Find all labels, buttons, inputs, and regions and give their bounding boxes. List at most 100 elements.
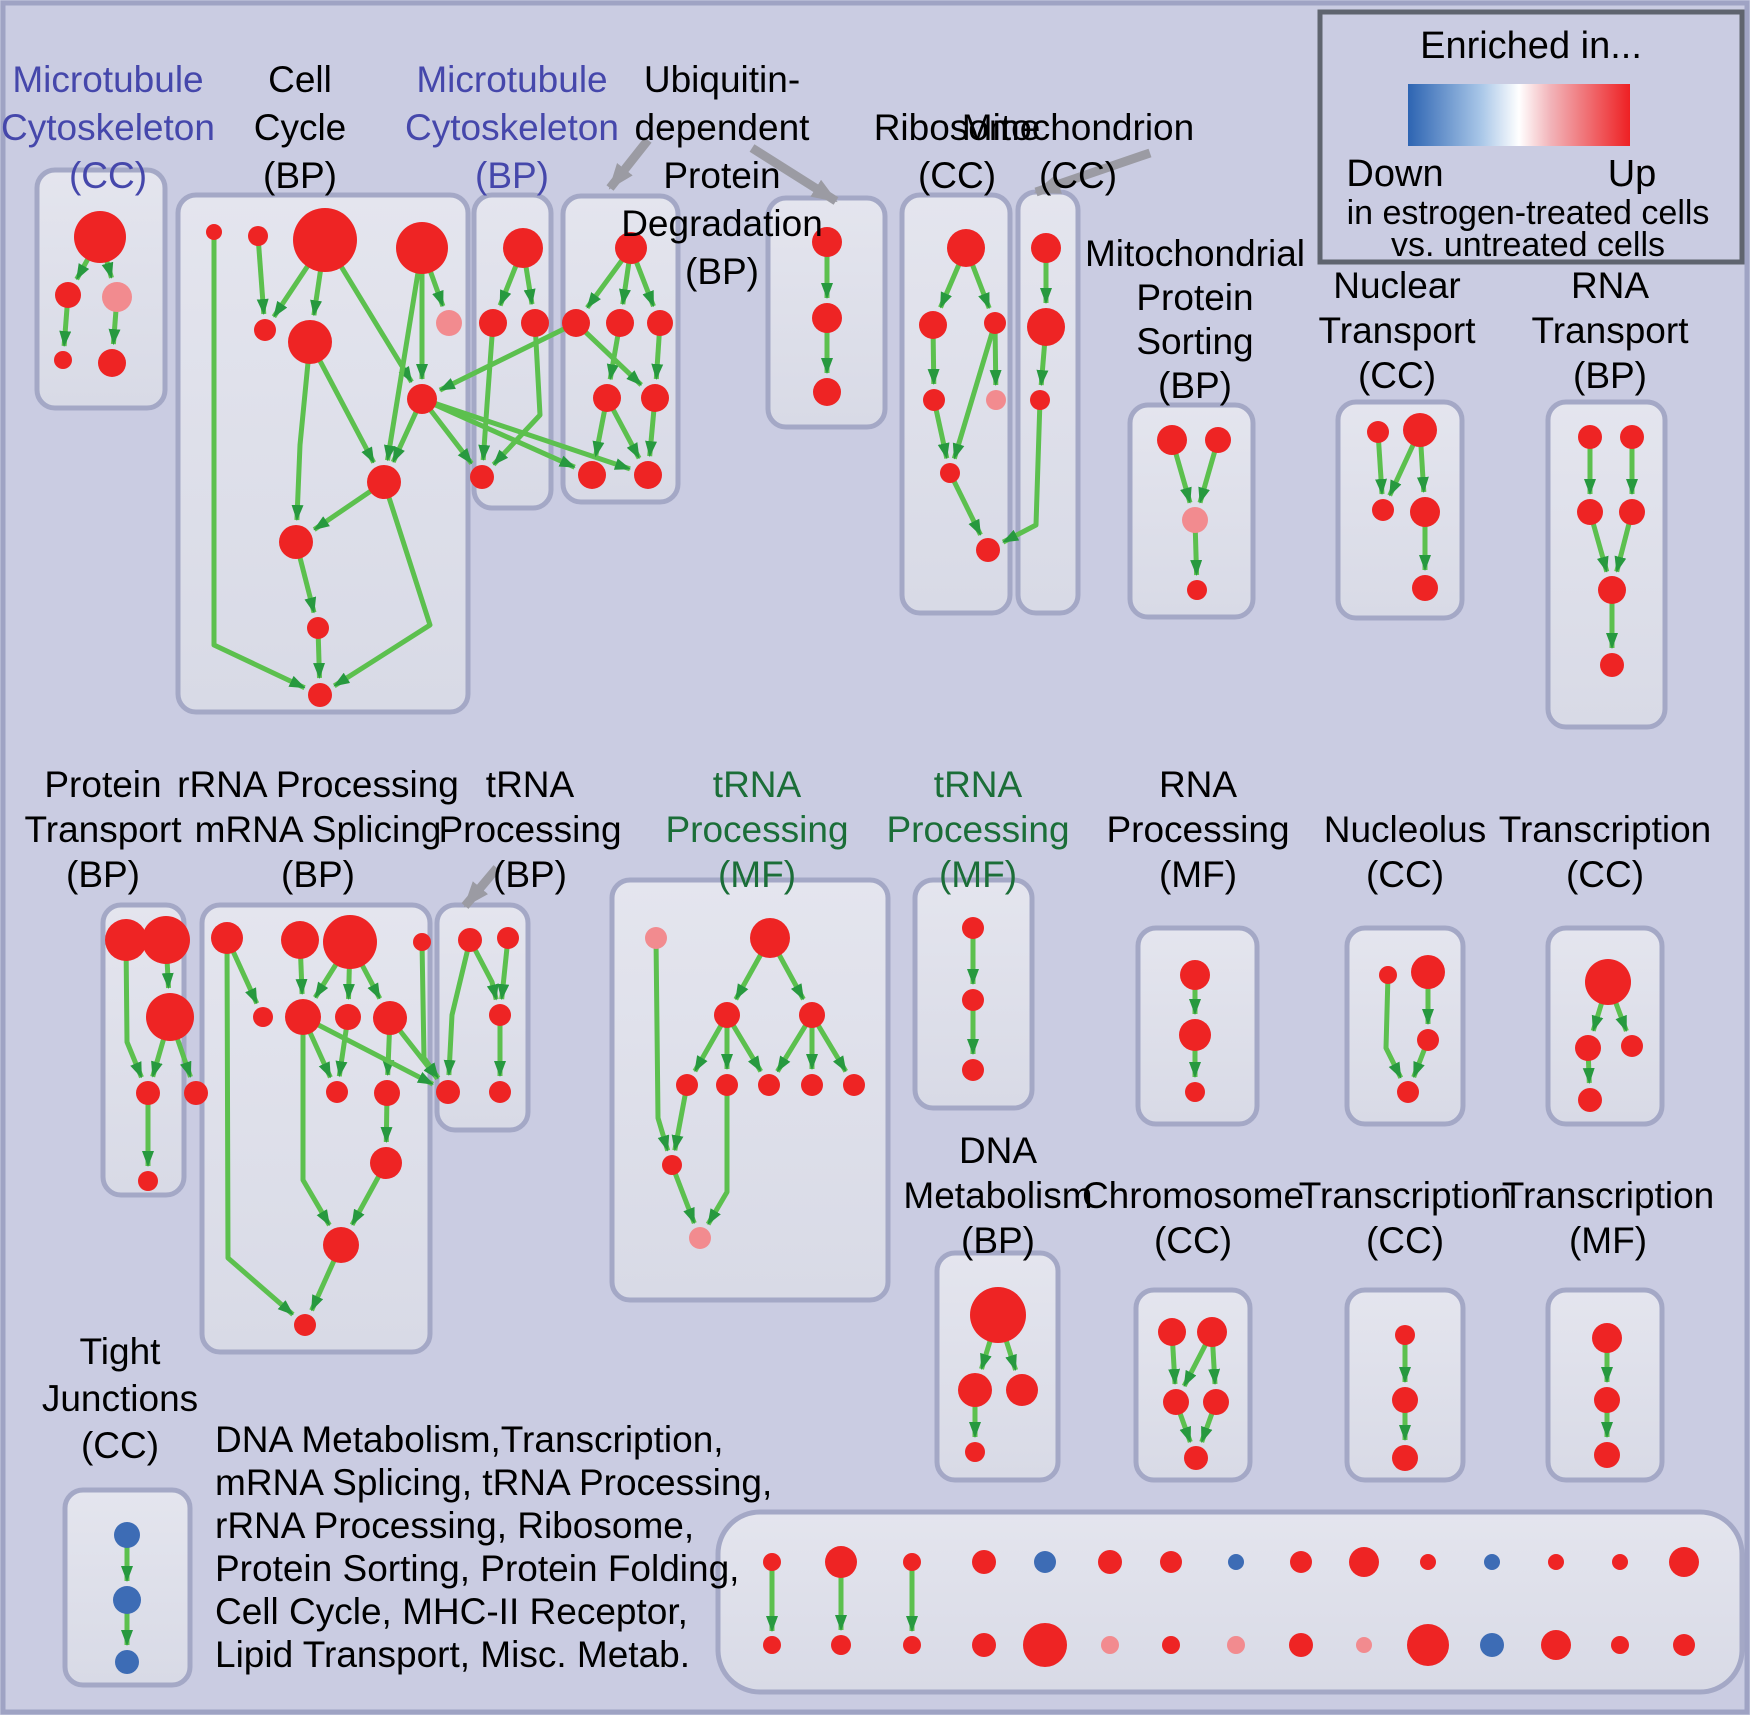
pointer-arrow-mitochondrion-pointer xyxy=(1034,148,1152,197)
edge-mit3-rib7 xyxy=(1001,399,1043,545)
go-term-node-bb14 xyxy=(1611,1636,1629,1654)
edge-mf1_9-mf1_10 xyxy=(669,1164,697,1225)
label-transcription-cc-1-line-2: (CC) xyxy=(1566,854,1644,895)
go-term-node-pt5 xyxy=(184,1081,208,1105)
go-term-node-bt8 xyxy=(1228,1554,1244,1570)
label-tight-junctions-line-3: (CC) xyxy=(81,1425,159,1466)
go-term-node-pt6 xyxy=(138,1171,158,1191)
label-mps-line-2: Protein xyxy=(1136,277,1253,318)
go-term-node-bb15 xyxy=(1673,1634,1695,1656)
go-term-node-rib3 xyxy=(984,312,1006,334)
go-term-node-rr9 xyxy=(326,1081,348,1103)
go-term-node-cc11 xyxy=(307,617,329,639)
go-term-node-nuc1 xyxy=(1379,966,1397,984)
cluster-box-mt-cc xyxy=(34,167,168,411)
edge-pt1-pt4 xyxy=(123,939,144,1079)
legend-subtitle-2: vs. untreated cells xyxy=(1391,226,1665,264)
label-trna-mf-2-line-3: (MF) xyxy=(939,854,1017,895)
go-term-node-pt3 xyxy=(146,993,194,1041)
go-term-node-mit1 xyxy=(1031,233,1061,263)
label-trna-mf-2-line-2: Processing xyxy=(886,809,1069,850)
go-term-node-mtcc2 xyxy=(55,282,81,308)
go-term-node-ubr3 xyxy=(813,378,841,406)
go-term-node-tcc2_2 xyxy=(1392,1387,1418,1413)
label-trna-bp-line-1: tRNA xyxy=(486,764,575,805)
go-term-node-ubr1 xyxy=(812,227,842,257)
go-term-node-ubl1 xyxy=(562,309,590,337)
label-misc-list-line-5: Cell Cycle, MHC-II Receptor, xyxy=(215,1591,688,1632)
label-ubiquitin-line-4: Degradation xyxy=(621,203,823,244)
go-term-node-cc9 xyxy=(367,465,401,499)
go-term-node-rr4 xyxy=(413,933,431,951)
go-term-node-rr1 xyxy=(211,922,243,954)
label-rrna-mrna-line-1: rRNA Processing xyxy=(177,764,459,805)
go-term-node-bb7 xyxy=(1162,1636,1180,1654)
go-term-node-mf1_5 xyxy=(716,1074,738,1096)
go-term-node-rr13 xyxy=(294,1314,316,1336)
label-mps-line-3: Sorting xyxy=(1136,321,1253,362)
go-term-node-mtcc3 xyxy=(102,282,132,312)
edge-cc4-cc9 xyxy=(383,247,425,462)
label-mt-cc-line-3: (CC) xyxy=(69,155,147,196)
go-term-node-bb2 xyxy=(831,1635,851,1655)
go-term-node-bb9 xyxy=(1289,1633,1313,1657)
edge-rr1-rr13 xyxy=(224,937,295,1317)
pointer-arrow-ubiquitin-right-pointer xyxy=(749,144,839,205)
go-term-node-mf1_0 xyxy=(645,927,667,949)
go-term-node-ubl4 xyxy=(593,384,621,412)
go-term-node-bb11 xyxy=(1407,1624,1449,1666)
edge-ubl1-cc8 xyxy=(438,320,578,393)
go-term-node-mps1 xyxy=(1157,425,1187,455)
go-term-node-mtbp2 xyxy=(479,309,507,337)
legend: Enriched in... Down Up in estrogen-treat… xyxy=(1317,9,1745,265)
label-transcription-cc-2-line-2: (CC) xyxy=(1366,1220,1444,1261)
go-term-node-mtbp1 xyxy=(503,228,543,268)
go-term-node-bt13 xyxy=(1548,1554,1564,1570)
go-term-node-ch1 xyxy=(1158,1318,1186,1346)
edge-mtbp3-mtbp4 xyxy=(491,322,543,467)
label-nucleolus-line-1: Nucleolus xyxy=(1324,809,1486,850)
label-rna-transport-line-3: (BP) xyxy=(1573,355,1647,396)
label-nuclear-transport-line-2: Transport xyxy=(1319,310,1477,351)
go-term-node-ubl3 xyxy=(647,310,673,336)
go-term-node-mf1_1 xyxy=(750,918,790,958)
go-term-node-mtcc4 xyxy=(54,351,72,369)
label-ubiquitin-line-1: Ubiquitin- xyxy=(644,59,800,100)
go-term-node-tcc1_4 xyxy=(1578,1088,1602,1112)
edge-cc8-ubl6 xyxy=(420,396,576,470)
go-term-node-tcc2_1 xyxy=(1395,1325,1415,1345)
go-term-node-bt15 xyxy=(1669,1547,1699,1577)
go-term-node-tj1 xyxy=(114,1522,140,1548)
go-term-node-tb1 xyxy=(458,928,482,952)
label-mt-bp-line-3: (BP) xyxy=(475,155,549,196)
go-term-node-cc6 xyxy=(254,319,276,341)
go-term-node-tb2 xyxy=(497,927,519,949)
edge-rib3-rib6 xyxy=(951,322,998,460)
go-term-node-rr3 xyxy=(323,915,377,969)
legend-title: Enriched in... xyxy=(1420,25,1642,67)
go-term-node-dm4 xyxy=(965,1442,985,1462)
go-term-node-pt1 xyxy=(105,919,147,961)
go-term-node-mf2_3 xyxy=(962,1059,984,1081)
go-term-node-nt1 xyxy=(1367,421,1389,443)
label-rna-processing-mf-line-1: RNA xyxy=(1159,764,1237,805)
legend-up-label: Up xyxy=(1608,153,1657,195)
label-mt-cc-line-2: Cytoskeleton xyxy=(1,107,215,148)
label-protein-transport-line-3: (BP) xyxy=(66,854,140,895)
label-rna-transport-line-2: Transport xyxy=(1532,310,1690,351)
label-rna-transport-line-1: RNA xyxy=(1571,265,1649,306)
go-term-node-bt1 xyxy=(763,1553,781,1571)
go-term-node-dm2 xyxy=(958,1373,992,1407)
go-term-node-nuc3 xyxy=(1417,1029,1439,1051)
label-dna-metabolism-line-1: DNA xyxy=(959,1130,1037,1171)
label-trna-mf-1-line-1: tRNA xyxy=(713,764,802,805)
go-term-node-bt12 xyxy=(1484,1554,1500,1570)
label-cell-cycle-line-3: (BP) xyxy=(263,155,337,196)
go-term-node-bb4 xyxy=(972,1633,996,1657)
label-misc-list-line-1: DNA Metabolism,Transcription, xyxy=(215,1419,724,1460)
go-term-node-rr11 xyxy=(370,1147,402,1179)
legend-subtitle-1: in estrogen-treated cells xyxy=(1347,194,1710,232)
go-term-node-bb12 xyxy=(1480,1633,1504,1657)
go-term-node-cc7 xyxy=(288,320,332,364)
label-trna-mf-1-line-2: Processing xyxy=(665,809,848,850)
